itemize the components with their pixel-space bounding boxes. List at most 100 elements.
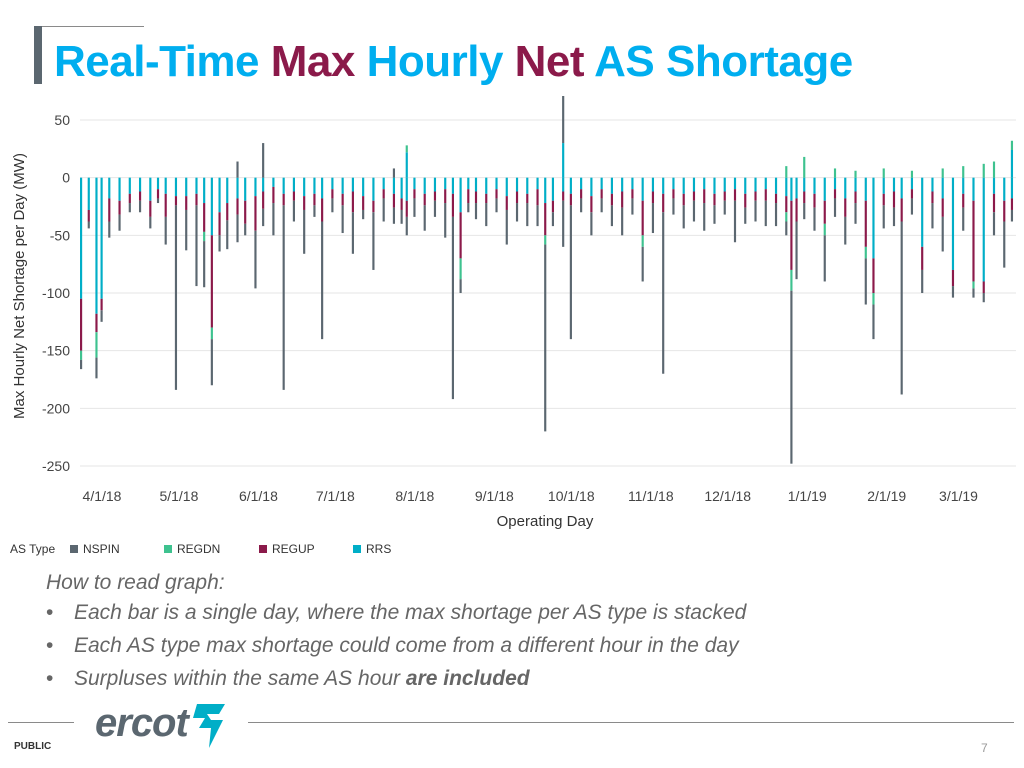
bar-segment-regup xyxy=(413,189,416,199)
bar-segment-nspin xyxy=(910,198,914,215)
bar-segment-rrs-surplus xyxy=(405,152,408,178)
bar-segment-regup xyxy=(692,191,696,201)
bar-segment-regdn-surplus xyxy=(992,161,996,178)
bar-segment-rrs xyxy=(610,177,613,194)
y-tick-label: 0 xyxy=(62,170,70,186)
bar-segment-nspin xyxy=(744,207,747,224)
bar-segment-rrs xyxy=(882,177,885,194)
bar-segment-nspin xyxy=(87,221,90,229)
bar-segment-rrs xyxy=(692,177,696,192)
x-tick-label: 9/1/18 xyxy=(475,488,514,504)
bullet-icon: • xyxy=(46,634,54,657)
bar-segment-rrs xyxy=(621,177,624,192)
bar-segment-regup xyxy=(785,196,788,213)
x-tick-label: 11/1/18 xyxy=(628,488,674,504)
bar-segment-regup xyxy=(100,298,103,311)
bullet-icon: • xyxy=(46,601,54,624)
title-part-1: Real-Time xyxy=(54,37,260,86)
legend-label-rrs: RRS xyxy=(366,542,392,556)
x-tick-label: 8/1/18 xyxy=(395,488,434,504)
legend-item-rrs: RRS xyxy=(353,542,391,556)
bar-segment-nspin xyxy=(515,203,519,222)
texas-mark-icon xyxy=(193,704,225,748)
bar-segment-rrs xyxy=(313,177,316,194)
bar-segment-nspin xyxy=(641,246,644,282)
bar-segment-regup xyxy=(562,191,565,201)
bar-segment-regup xyxy=(803,191,806,204)
bar-segment-regup xyxy=(795,198,798,222)
bar-segment-rrs xyxy=(321,177,324,199)
bar-segment-regup xyxy=(80,298,83,351)
bar-segment-regup xyxy=(580,189,583,199)
note-item: • Each AS type max shortage could come fr… xyxy=(46,629,946,662)
bar-segment-nspin xyxy=(210,339,213,386)
page-number: 7 xyxy=(981,741,988,755)
bar-segment-regup xyxy=(744,193,747,208)
bar-segment-nspin xyxy=(774,203,778,227)
x-tick-label: 10/1/18 xyxy=(548,488,595,504)
y-axis-ticks: 50 0 -50 -100 -150 -200 -250 xyxy=(42,112,70,474)
bar-segment-regup xyxy=(118,200,121,215)
bar-segment-regdn xyxy=(641,235,644,247)
bar-segment-regup xyxy=(156,189,160,199)
legend-item-regdn: REGDN xyxy=(164,542,220,556)
x-tick-label: 2/1/19 xyxy=(867,488,906,504)
bar-segment-nspin xyxy=(682,205,685,229)
bar-segment-nspin xyxy=(562,200,565,247)
bar-segment-rrs xyxy=(864,177,867,201)
bar-segment-nspin xyxy=(100,310,103,322)
bar-segment-rrs xyxy=(138,177,142,192)
bar-segment-nspin xyxy=(551,212,555,227)
bar-segment-nspin xyxy=(292,200,295,222)
bar-segment-regup xyxy=(551,200,555,213)
bar-segment-rrs xyxy=(1010,177,1014,199)
notes-heading: How to read graph: xyxy=(46,571,225,594)
bar-segment-rrs xyxy=(341,177,344,194)
x-tick-label: 1/1/19 xyxy=(788,488,827,504)
bar-segment-regdn-surplus xyxy=(910,170,914,178)
bar-segment-nspin-surplus xyxy=(392,168,396,178)
bar-segment-regdn-surplus xyxy=(785,166,788,178)
bar-segment-rrs xyxy=(95,177,98,314)
bar-segment-rrs xyxy=(292,177,295,192)
bar-segment-nspin xyxy=(580,198,583,213)
bar-segment-rrs xyxy=(774,177,778,194)
bar-segment-nspin xyxy=(803,203,806,220)
bar-segment-regdn xyxy=(210,327,213,340)
bar-segment-regdn xyxy=(459,258,462,280)
bar-segment-rrs xyxy=(392,177,396,194)
bar-segment-nspin xyxy=(128,203,131,213)
bar-segment-regup xyxy=(590,196,593,213)
bar-segment-nspin-surplus xyxy=(236,161,239,178)
bar-segment-nspin-surplus xyxy=(562,83,565,144)
bar-segment-rrs xyxy=(400,177,403,199)
bar-segment-regup xyxy=(682,193,685,206)
bar-segment-nspin xyxy=(331,198,334,213)
bar-segment-nspin xyxy=(474,203,478,220)
bar-segment-rrs xyxy=(526,177,529,194)
bar-segment-rrs xyxy=(872,177,875,259)
title-part-2: Max xyxy=(270,37,356,86)
bar-segment-regdn xyxy=(864,246,867,259)
bar-segment-nspin xyxy=(303,209,306,254)
bar-segment-regup xyxy=(526,193,529,204)
bar-segment-regup xyxy=(833,189,837,199)
page-title: Real-Time Max Hourly Net AS Shortage xyxy=(54,36,853,88)
bar-segment-regup xyxy=(1003,200,1006,222)
legend-item-regup: REGUP xyxy=(259,542,315,556)
x-tick-label: 3/1/19 xyxy=(939,488,978,504)
bar-segment-rrs xyxy=(672,177,675,190)
bar-segment-rrs xyxy=(218,177,221,213)
bar-segment-rrs-surplus xyxy=(562,143,565,178)
bar-segment-regup xyxy=(754,191,757,201)
bar-segment-regup xyxy=(992,193,996,213)
legend-label-regup: REGUP xyxy=(272,542,315,556)
bar-segment-rrs xyxy=(128,177,131,194)
bar-segment-regup xyxy=(733,189,737,201)
bar-segment-nspin xyxy=(203,241,206,288)
bar-segment-regup xyxy=(703,189,706,204)
title-part-5: AS Shortage xyxy=(594,37,853,86)
bar-segment-rrs xyxy=(149,177,152,201)
bar-segment-regup xyxy=(226,203,229,221)
bar-segment-regup xyxy=(610,193,613,206)
